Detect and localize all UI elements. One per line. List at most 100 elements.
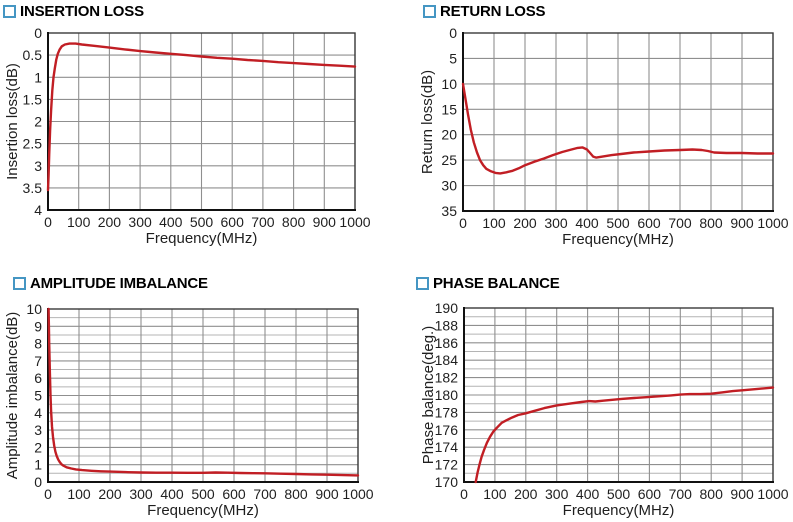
- x-tick-label: 600: [222, 486, 246, 502]
- y-tick-label: 0: [449, 25, 457, 41]
- x-tick-label: 500: [606, 215, 630, 231]
- y-tick-label: 3: [34, 158, 42, 174]
- y-tick-label: 25: [441, 152, 457, 168]
- x-tick-label: 400: [576, 486, 600, 502]
- y-tick-label: 180: [435, 387, 459, 403]
- series-line: [47, 307, 360, 477]
- square-bullet-icon: [3, 5, 16, 18]
- x-tick-label: 400: [160, 486, 184, 502]
- y-tick-label: 178: [435, 404, 459, 420]
- y-tick-label: 4: [34, 405, 42, 421]
- x-tick-label: 0: [460, 486, 468, 502]
- chart-title-insertion-loss: INSERTION LOSS: [3, 3, 144, 20]
- x-tick-label: 900: [315, 486, 339, 502]
- square-bullet-icon: [423, 5, 436, 18]
- y-tick-label: 172: [435, 457, 459, 473]
- y-tick-label: 1.5: [23, 91, 43, 107]
- x-tick-label: 500: [190, 214, 214, 230]
- x-tick-label: 1000: [342, 486, 373, 502]
- y-tick-label: 8: [34, 336, 42, 352]
- y-tick-label: 3: [34, 422, 42, 438]
- x-tick-label: 600: [221, 214, 245, 230]
- y-tick-label: 174: [435, 439, 459, 455]
- x-tick-label: 600: [637, 215, 661, 231]
- x-tick-label: 500: [607, 486, 631, 502]
- x-tick-label: 100: [67, 486, 91, 502]
- chart-title-text: PHASE BALANCE: [433, 275, 560, 292]
- y-tick-label: 170: [435, 474, 459, 490]
- y-tick-label: 0: [34, 25, 42, 41]
- x-tick-label: 200: [513, 215, 537, 231]
- x-tick-label: 700: [669, 486, 693, 502]
- x-tick-label: 0: [44, 214, 52, 230]
- y-tick-label: 182: [435, 370, 459, 386]
- insertion-loss-chart: 00.511.522.533.540 100 200 300 400 500 600 700 8…: [4, 25, 371, 247]
- series-line: [474, 386, 775, 484]
- x-axis-title: Frequency(MHz): [563, 502, 675, 519]
- y-tick-label: 1: [34, 457, 42, 473]
- insertion-loss-panel: 0 0.5 1 1.5 2 2.5 3 3.5 4 0 100 200 300 400 500 600 700 8…: [0, 0, 397, 261]
- y-axis-title: Amplitude imbalance(dB): [4, 312, 21, 480]
- x-tick-label: 800: [700, 486, 724, 502]
- x-tick-label: 900: [730, 215, 754, 231]
- x-tick-label: 900: [730, 486, 754, 502]
- y-tick-label: 2.5: [23, 136, 43, 152]
- y-tick-label: 7: [34, 353, 42, 369]
- y-tick-label: 188: [435, 317, 459, 333]
- chart-title-text: INSERTION LOSS: [20, 3, 144, 20]
- x-tick-label: 400: [159, 214, 183, 230]
- y-tick-label: 10: [441, 76, 457, 92]
- square-bullet-icon: [13, 277, 26, 290]
- chart-title-return-loss: RETURN LOSS: [423, 3, 546, 20]
- y-axis-title: Return loss(dB): [419, 70, 436, 174]
- y-tick-label: 6: [34, 370, 42, 386]
- y-tick-label: 30: [441, 178, 457, 194]
- chart-title-amplitude-imbalance: AMPLITUDE IMBALANCE: [13, 275, 208, 292]
- y-tick-label: 20: [441, 127, 457, 143]
- x-tick-label: 200: [98, 486, 122, 502]
- y-tick-label: 9: [34, 318, 42, 334]
- x-tick-label: 600: [638, 486, 662, 502]
- x-tick-label: 300: [128, 214, 152, 230]
- x-tick-label: 800: [699, 215, 723, 231]
- y-axis-title: Insertion loss(dB): [4, 63, 21, 180]
- square-bullet-icon: [416, 277, 429, 290]
- x-tick-label: 0: [459, 215, 467, 231]
- series-line: [461, 82, 775, 175]
- x-tick-label: 1000: [757, 215, 788, 231]
- x-tick-label: 300: [129, 486, 153, 502]
- y-tick-label: 5: [449, 50, 457, 66]
- y-tick-label: 186: [435, 335, 459, 351]
- chart-title-text: RETURN LOSS: [440, 3, 546, 20]
- x-tick-label: 300: [545, 486, 569, 502]
- phase-balance-panel: 170 172 174 176 178 180 182 184 186 188 190 0 100 200…: [396, 261, 793, 522]
- y-tick-label: 5: [34, 388, 42, 404]
- x-tick-label: 100: [483, 486, 507, 502]
- x-tick-label: 200: [98, 214, 122, 230]
- y-tick-label: 0: [34, 474, 42, 490]
- y-tick-label: 184: [435, 352, 459, 368]
- y-tick-label: 2: [34, 439, 42, 455]
- x-axis-title: Frequency(MHz): [147, 502, 259, 519]
- x-tick-label: 500: [191, 486, 215, 502]
- y-tick-label: 35: [441, 203, 457, 219]
- x-tick-label: 700: [253, 486, 277, 502]
- y-tick-label: 190: [435, 300, 459, 316]
- y-axis-title: Phase balance(deg.): [420, 326, 437, 464]
- x-axis-title: Frequency(MHz): [146, 230, 258, 247]
- y-tick-label: 0.5: [23, 47, 43, 63]
- amplitude-imbalance-panel: 0 1 2 3 4 5 6 7 8 9 10 0 100 200 300 400 500 600 700 800 900…: [0, 261, 397, 522]
- x-tick-label: 100: [67, 214, 91, 230]
- x-tick-label: 200: [514, 486, 538, 502]
- x-tick-label: 700: [251, 214, 275, 230]
- y-tick-label: 176: [435, 422, 459, 438]
- x-tick-label: 1000: [757, 486, 788, 502]
- x-tick-label: 100: [482, 215, 506, 231]
- y-tick-label: 1: [34, 69, 42, 85]
- return-loss-panel: 0 5 10 15 20 25 30 35 0 100 200 300 400 500 600 700 800 9…: [396, 0, 793, 261]
- x-tick-label: 700: [668, 215, 692, 231]
- x-tick-label: 0: [44, 486, 52, 502]
